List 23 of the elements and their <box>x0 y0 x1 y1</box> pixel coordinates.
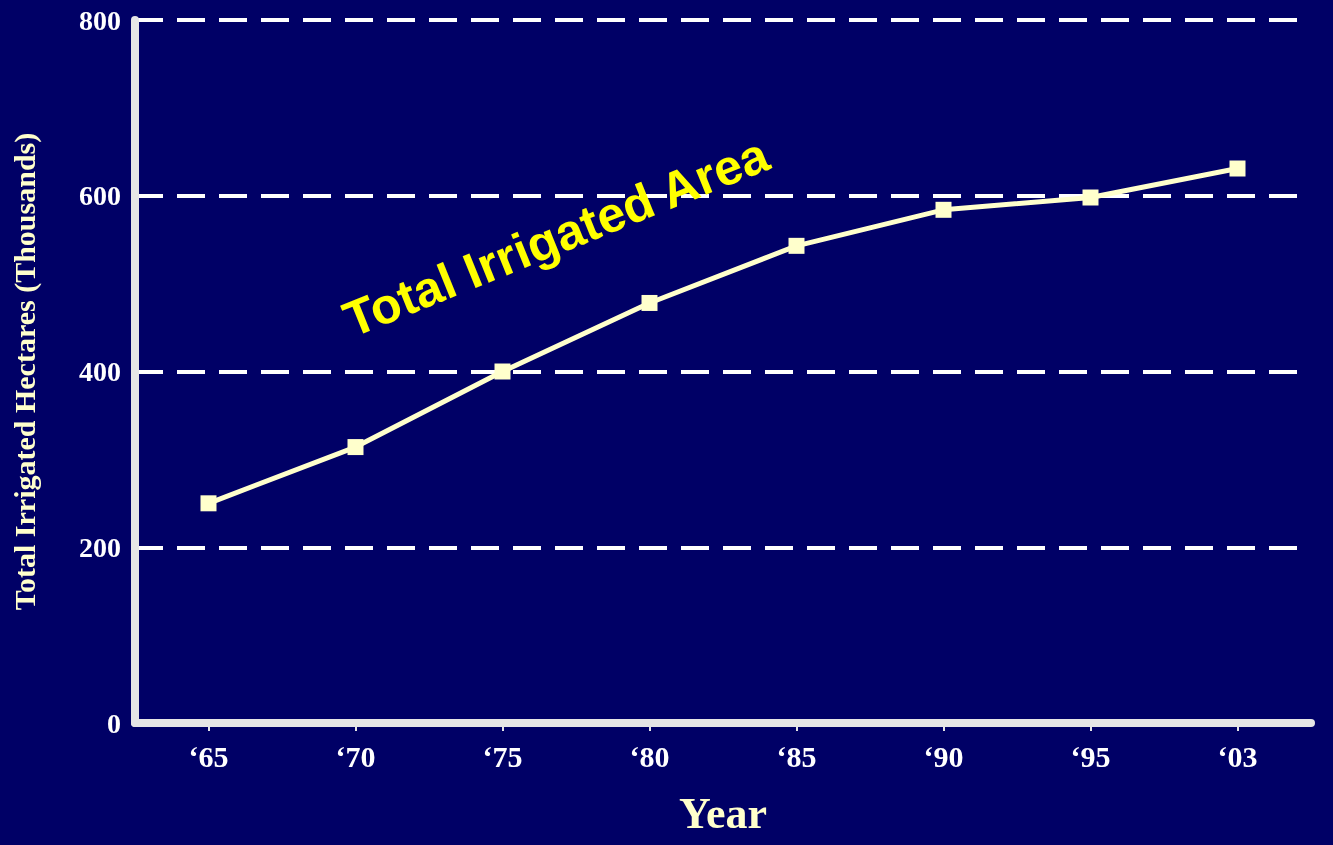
y-tick-label: 400 <box>79 356 121 387</box>
point <box>200 495 217 512</box>
x-axis-title: Year <box>679 788 767 838</box>
point <box>1229 160 1246 177</box>
x-tick-label: ‘80 <box>629 739 670 773</box>
x-tick-label: ‘75 <box>482 739 523 773</box>
point <box>641 294 658 311</box>
x-tick-label: ‘65 <box>188 739 229 773</box>
y-tick-label: 800 <box>79 4 121 36</box>
x-tick-label: ‘85 <box>776 739 817 773</box>
point <box>1082 189 1099 206</box>
y-tick-label: 0 <box>107 707 121 739</box>
x-tick-label: ‘90 <box>923 739 964 773</box>
x-tick-label: ‘70 <box>335 739 376 773</box>
point <box>347 439 364 456</box>
y-tick-label: 600 <box>79 180 121 212</box>
y-axis-title: Total Irrigated Hectares (Thousands) <box>7 132 42 611</box>
x-tick-label: ‘03 <box>1217 739 1258 773</box>
y-tick-label: 200 <box>79 531 121 563</box>
point <box>935 201 952 218</box>
point <box>494 363 511 380</box>
point <box>788 237 805 254</box>
x-tick-label: ‘95 <box>1070 739 1111 773</box>
